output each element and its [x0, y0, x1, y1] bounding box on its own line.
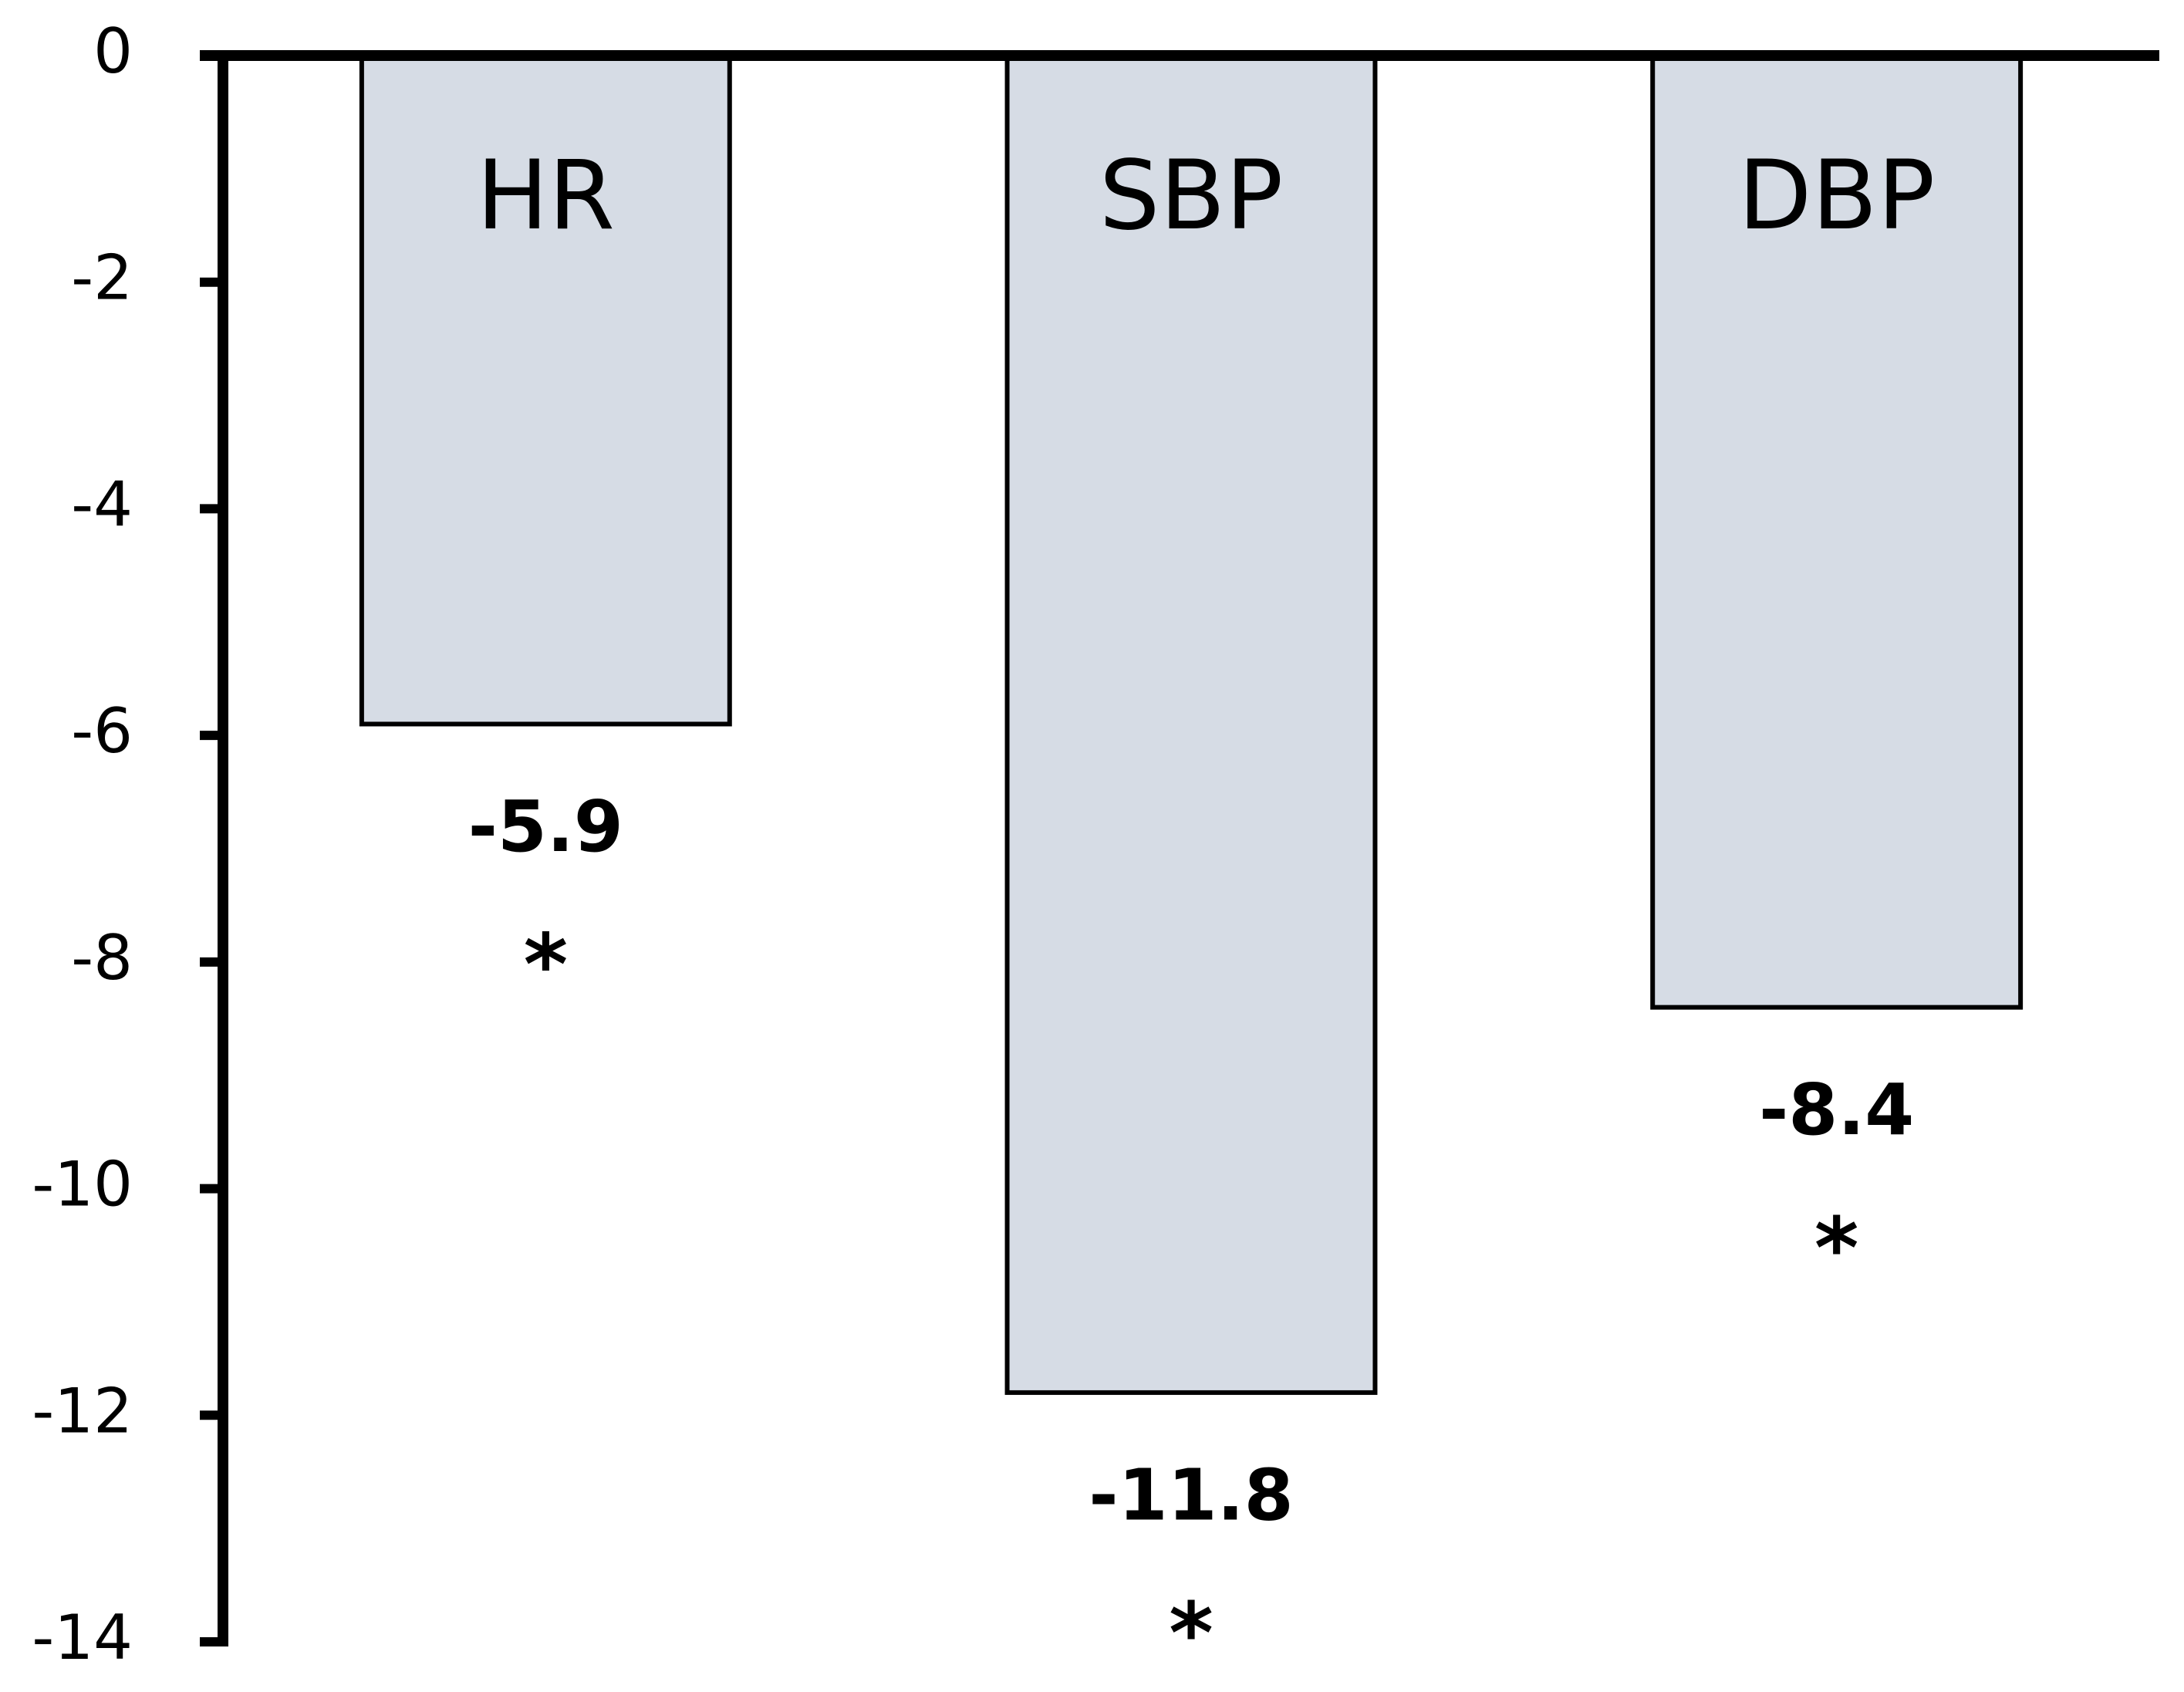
significance-mark: * — [1169, 1584, 1214, 1683]
bar — [1004, 53, 1378, 1395]
y-tick-label: -10 — [32, 1149, 133, 1221]
y-tick-label: 0 — [93, 15, 133, 87]
category-label: HR — [477, 140, 615, 252]
value-label: -5.9 — [468, 785, 623, 868]
significance-mark: * — [1814, 1199, 1859, 1298]
y-tick-label: -6 — [71, 695, 133, 767]
y-tick-label: -12 — [32, 1375, 133, 1447]
bar — [1650, 53, 2024, 1010]
value-label: -11.8 — [1089, 1454, 1293, 1536]
y-tick-label: -8 — [71, 922, 133, 994]
category-label: DBP — [1738, 140, 1935, 252]
y-tick-label: -14 — [32, 1602, 133, 1673]
bar — [359, 53, 732, 727]
y-tick-label: -4 — [71, 468, 133, 540]
significance-mark: * — [524, 916, 569, 1015]
category-label: SBP — [1099, 140, 1284, 252]
y-tick-label: -2 — [71, 242, 133, 314]
value-label: -8.4 — [1759, 1069, 1914, 1151]
